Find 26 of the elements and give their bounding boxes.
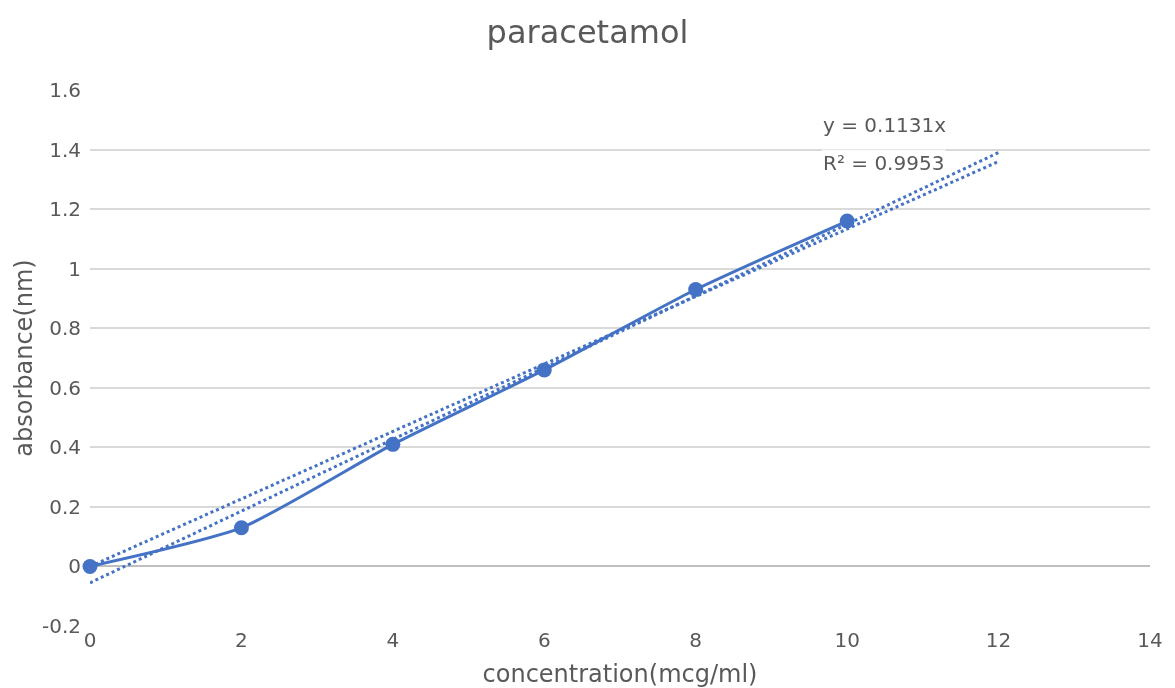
x-tick-label: 10 — [834, 628, 860, 652]
y-tick-label: -0.2 — [41, 614, 81, 638]
y-tick-label: 0.2 — [49, 494, 81, 519]
annotation: y = 0.1131x — [823, 113, 947, 137]
y-tick-label: 0.4 — [49, 435, 81, 460]
x-tick-label: 8 — [689, 628, 703, 652]
point — [82, 558, 98, 574]
chart-title: paracetamol — [486, 13, 689, 52]
y-tick-label: 1 — [68, 256, 81, 281]
x-tick-label: 2 — [235, 628, 248, 652]
x-tick-label: 12 — [985, 628, 1012, 652]
x-axis-title: concentration(mcg/ml) — [482, 660, 758, 688]
y-tick-label: 1.6 — [49, 78, 81, 102]
point — [233, 520, 249, 536]
annotation: R² = 0.9953 — [823, 151, 945, 175]
y-tick-label: 1.2 — [49, 197, 81, 222]
x-tick-label: 14 — [1137, 628, 1163, 652]
y-tick-label: 0.6 — [49, 375, 81, 400]
point — [688, 282, 704, 297]
y-tick-label: 0.8 — [49, 316, 81, 341]
y-tick-label: 1.4 — [49, 137, 81, 162]
y-axis-title: absorbance(nm) — [10, 259, 38, 457]
y-tick-label: 0 — [68, 554, 81, 579]
x-tick-label: 4 — [386, 628, 400, 652]
x-tick-label: 0 — [83, 628, 97, 652]
x-tick-label: 6 — [537, 628, 551, 652]
